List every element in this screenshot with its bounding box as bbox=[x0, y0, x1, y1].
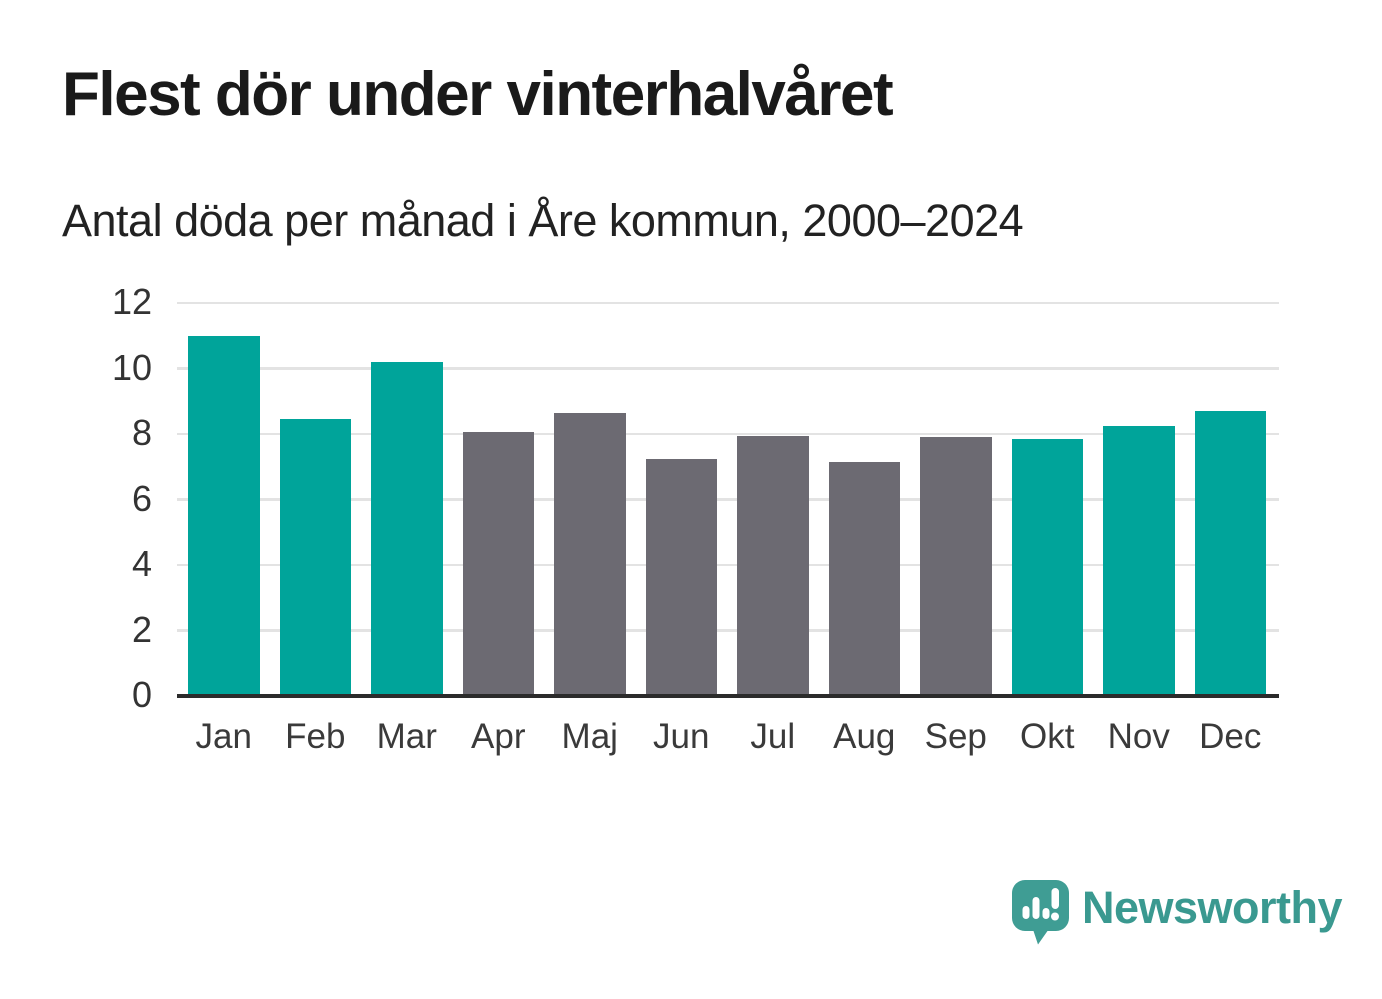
x-tick-label-maj: Maj bbox=[561, 717, 618, 756]
x-axis-line bbox=[177, 694, 1279, 698]
bar-dec bbox=[1194, 411, 1266, 696]
gridline-2 bbox=[177, 629, 1279, 632]
newsworthy-logo-text: Newsworthy bbox=[1082, 882, 1343, 933]
bar-aug bbox=[828, 461, 900, 696]
exclamation-bar bbox=[1051, 888, 1059, 909]
newsworthy-logo: Newsworthy bbox=[1012, 880, 1343, 946]
gridline-10 bbox=[177, 367, 1279, 370]
gridline-8 bbox=[177, 432, 1279, 436]
y-tick-label-10: 10 bbox=[111, 346, 152, 388]
newsworthy-logo-icon bbox=[1012, 880, 1069, 945]
x-tick-label-sep: Sep bbox=[924, 717, 987, 756]
bar-jul bbox=[737, 435, 809, 696]
x-tick-label-aug: Aug bbox=[833, 717, 896, 756]
bar-jan bbox=[188, 335, 260, 696]
x-tick-label-mar: Mar bbox=[376, 717, 437, 756]
y-tick-label-8: 8 bbox=[131, 411, 152, 453]
bar-jun bbox=[645, 458, 717, 696]
gridline-12 bbox=[177, 301, 1279, 305]
chart-subtitle: Antal döda per månad i Åre kommun, 2000–… bbox=[62, 195, 1024, 246]
y-tick-label-0: 0 bbox=[131, 673, 152, 715]
x-axis-labels: Jan Feb Mar Apr Maj Jun Jul Aug Sep Okt Nov Dec bbox=[177, 717, 1279, 757]
x-tick-label-jan: Jan bbox=[195, 717, 252, 756]
x-tick-label-apr: Apr bbox=[471, 717, 526, 756]
bar-mar bbox=[371, 361, 443, 696]
gridline-6 bbox=[177, 498, 1279, 501]
chart-title: Flest dör under vinterhalvåret bbox=[62, 60, 894, 129]
exclamation-dot bbox=[1051, 912, 1059, 921]
bar-maj bbox=[554, 412, 626, 696]
y-tick-label-6: 6 bbox=[131, 477, 152, 519]
x-tick-label-okt: Okt bbox=[1020, 717, 1075, 756]
bar-sep bbox=[920, 437, 992, 696]
y-tick-label-2: 2 bbox=[131, 608, 152, 650]
bar-apr bbox=[462, 432, 534, 696]
y-axis-labels: 0 2 4 6 8 10 12 bbox=[0, 0, 152, 800]
x-tick-label-dec: Dec bbox=[1199, 717, 1262, 756]
x-tick-label-nov: Nov bbox=[1107, 717, 1170, 756]
plot-area bbox=[177, 301, 1279, 698]
gridline-4 bbox=[177, 563, 1279, 567]
y-tick-label-12: 12 bbox=[111, 280, 152, 322]
y-tick-label-4: 4 bbox=[131, 542, 152, 584]
bar-feb bbox=[279, 419, 351, 696]
bar-okt bbox=[1011, 438, 1083, 696]
x-tick-label-jun: Jun bbox=[653, 717, 710, 756]
bar-nov bbox=[1103, 425, 1175, 696]
x-tick-label-feb: Feb bbox=[285, 717, 346, 756]
bar-chart: 0 2 4 6 8 10 12 Jan Feb Mar Apr Maj Jun Jul Aug Sep Okt… bbox=[0, 0, 1279, 800]
x-tick-label-jul: Jul bbox=[750, 717, 796, 756]
bars-group bbox=[177, 303, 1279, 696]
